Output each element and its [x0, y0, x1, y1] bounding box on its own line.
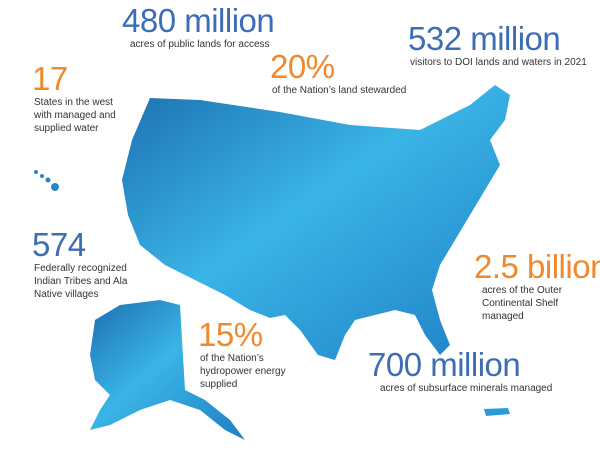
stat-description: of the Nation’s hydropower energy supplied: [200, 352, 286, 391]
description-line: with managed and: [34, 110, 116, 121]
stat: 2.5 billion acres of the Outer Continental…: [474, 250, 600, 323]
description-line: acres of the Outer: [482, 285, 563, 296]
stat-description: Federally recognized Indian Tribes and Al…: [34, 262, 127, 301]
stat-number: 480 million: [122, 2, 275, 39]
stat: 532 million visitors to DOI lands and wat…: [408, 22, 587, 69]
description-line: hydropower energy: [200, 366, 286, 377]
stat: 15% of the Nation’s hydropower energy suppl…: [198, 318, 286, 391]
hawaii: [34, 170, 59, 191]
description-line: visitors to DOI lands and waters in 2021: [410, 57, 587, 68]
description-line: supplied: [200, 379, 238, 390]
stat-number: 15%: [198, 316, 263, 353]
stat-description: States in the west with managed and suppli…: [34, 96, 116, 135]
stat-number: 700 million: [368, 346, 521, 383]
description-line: Federally recognized: [34, 263, 127, 274]
stat-description: acres of public lands for access: [130, 38, 274, 51]
alaska: [90, 300, 245, 440]
description-line: supplied water: [34, 123, 99, 134]
stat-number: 2.5 billion: [474, 248, 600, 285]
stat-description: acres of the Outer Continental Shelf manag…: [482, 284, 600, 323]
stat-number: 574: [32, 226, 86, 263]
description-line: Native villages: [34, 289, 99, 300]
stat: 20% of the Nation’s land stewarded: [270, 50, 406, 97]
stat: 17 States in the west with managed and supp…: [32, 62, 116, 135]
stat-number: 532 million: [408, 20, 561, 57]
description-line: of the Nation’s land stewarded: [272, 85, 407, 96]
description-line: acres of public lands for access: [130, 39, 270, 50]
stat: 700 million acres of subsurface minerals …: [368, 348, 552, 395]
description-line: acres of subsurface minerals managed: [380, 383, 553, 394]
continental-us: [122, 85, 510, 360]
description-line: Continental Shelf: [482, 298, 559, 309]
description-line: managed: [482, 311, 524, 322]
description-line: of the Nation’s: [200, 353, 264, 364]
stat: 480 million acres of public lands for acc…: [122, 2, 275, 51]
stat-description: of the Nation’s land stewarded: [272, 84, 406, 97]
stat-description: acres of subsurface minerals managed: [380, 382, 552, 395]
puerto-rico: [484, 408, 510, 416]
stat-number: 17: [32, 60, 68, 97]
stat-description: visitors to DOI lands and waters in 2021: [410, 56, 587, 69]
description-line: Indian Tribes and Ala: [34, 276, 128, 287]
description-line: States in the west: [34, 97, 113, 108]
stat-number: 20%: [270, 48, 335, 85]
stat: 574 Federally recognized Indian Tribes and…: [32, 228, 127, 301]
